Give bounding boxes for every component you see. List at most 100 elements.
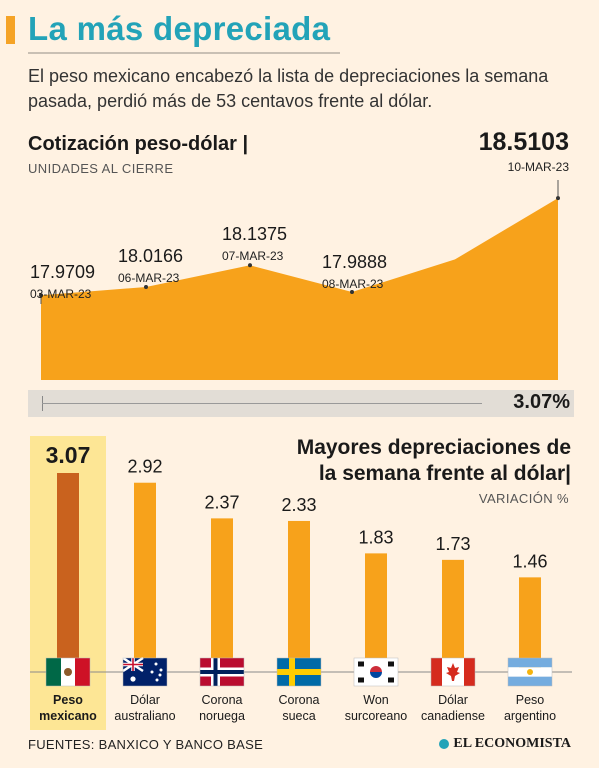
data-point (144, 285, 148, 290)
bar-chart-title-line2: la semana frente al dólar| (318, 462, 571, 485)
flag-trigram (358, 677, 364, 683)
point-date-label: 08-MAR-23 (322, 277, 384, 291)
flag-border (199, 657, 245, 687)
flag-star (154, 662, 158, 666)
flag-border (276, 657, 322, 687)
flag-trigram (358, 661, 364, 667)
mexico-flag-icon (45, 657, 91, 687)
category-label: Dólar (130, 693, 160, 707)
category-label: Peso (53, 693, 83, 707)
category-label: australiano (114, 709, 175, 723)
point-value-label: 17.9888 (322, 252, 387, 272)
south-korea-flag-icon (353, 657, 399, 687)
data-point (39, 293, 43, 298)
category-label: noruega (199, 709, 245, 723)
point-date-label: 03-MAR-23 (30, 287, 92, 301)
flag-cross-inner (200, 670, 244, 674)
flag-star (155, 678, 159, 682)
bar-value-label: 2.33 (281, 495, 316, 515)
bar-value-label: 2.92 (127, 457, 162, 477)
category-label: surcoreano (345, 709, 408, 723)
bar-value-label: 2.37 (204, 492, 239, 512)
point-value-label: 17.9709 (30, 262, 95, 282)
flag-border (353, 657, 399, 687)
category-label: Corona (202, 693, 243, 707)
flag-band (464, 658, 475, 686)
accent-bar (6, 16, 15, 44)
bar (442, 559, 464, 672)
flag-maple-leaf (446, 663, 460, 681)
bar-chart-subtitle: VARIACIÓN % (478, 491, 569, 506)
logo-icon (439, 739, 450, 749)
flag-band (431, 658, 442, 686)
lead-paragraph: El peso mexicano encabezó la lista de de… (28, 66, 549, 111)
bar-chart-title-line1: Mayores depreciaciones de (296, 436, 571, 459)
point-date-label: 06-MAR-23 (118, 271, 180, 285)
flag-stripe (75, 658, 90, 686)
flag-taegeuk-bottom (370, 672, 382, 678)
category-label: Peso (516, 693, 545, 707)
norway-flag-icon (199, 657, 245, 687)
category-label: mexicano (39, 709, 97, 723)
bar-value-label: 1.46 (512, 551, 547, 571)
data-point (350, 290, 354, 295)
last-close-value: 18.5103 (478, 128, 569, 156)
flag-star (150, 670, 154, 674)
bar (288, 520, 310, 672)
bar (365, 553, 387, 672)
category-label: canadiense (421, 709, 485, 723)
bar-value-label: 1.73 (435, 534, 470, 554)
flag-star (130, 676, 136, 682)
title-divider (28, 52, 340, 54)
flag-stripe (46, 658, 61, 686)
flag-border (430, 657, 476, 687)
flag-sun (527, 669, 533, 675)
flag-border (122, 657, 168, 687)
category-label: Corona (279, 693, 320, 707)
weekly-change-value: 3.07% (513, 391, 570, 413)
bar (57, 473, 79, 672)
source-note: FUENTES: BANXICO Y BANCO BASE (28, 737, 264, 752)
point-value-label: 18.1375 (222, 224, 287, 244)
page-title: La más depreciada (28, 10, 331, 47)
bar-chart-title: Mayores depreciaciones de la semana fren… (297, 435, 571, 487)
weekly-change-bar: 3.07% (28, 390, 574, 417)
publisher-logo: EL ECONOMISTA (439, 736, 571, 752)
bar-value-label: 1.83 (358, 527, 393, 547)
flag-trigram (388, 677, 394, 683)
last-close-date: 10-MAR-23 (507, 160, 569, 174)
bar-value-label: 3.07 (46, 442, 91, 468)
data-point (556, 196, 560, 201)
change-bar-line (42, 403, 482, 404)
area-chart-subtitle: UNIDADES AL CIERRE (28, 161, 174, 176)
bar (519, 577, 541, 672)
argentina-flag-icon (507, 657, 553, 687)
flag-stripe (508, 676, 552, 686)
bar (134, 482, 156, 672)
category-label: argentino (504, 709, 556, 723)
flag-border (507, 657, 553, 687)
flag-border (45, 657, 91, 687)
bar (211, 518, 233, 672)
flag-star (158, 673, 162, 677)
flag-trigram (388, 661, 394, 667)
category-label: sueca (282, 709, 315, 723)
flag-star (159, 668, 163, 672)
flag-stripe (508, 658, 552, 668)
flag-cross (277, 669, 321, 675)
area-chart-title: Cotización peso-dólar | (28, 133, 249, 155)
category-label: Won (363, 693, 389, 707)
flag-cross (123, 658, 143, 671)
flag-emblem (64, 668, 72, 676)
flag-taegeuk-top (370, 666, 382, 672)
point-value-label: 18.0166 (118, 246, 183, 266)
canada-flag-icon (430, 657, 476, 687)
sweden-flag-icon (276, 657, 322, 687)
area-fill (41, 198, 558, 380)
australia-flag-icon (122, 656, 168, 687)
point-date-label: 07-MAR-23 (222, 249, 284, 263)
data-point (248, 263, 252, 268)
category-label: Dólar (438, 693, 468, 707)
